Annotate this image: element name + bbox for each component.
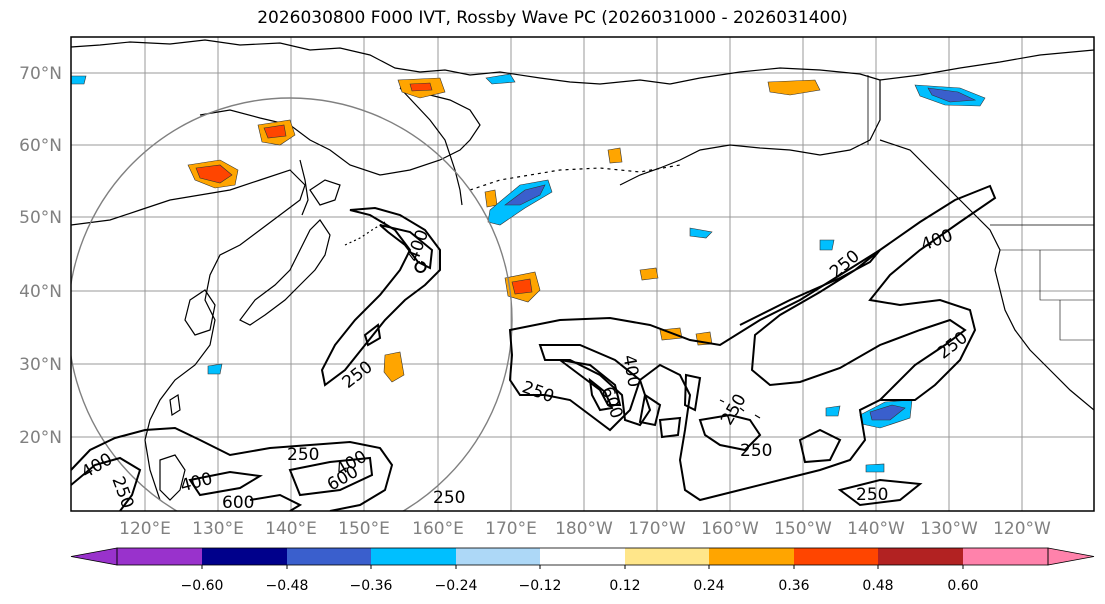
- longitude-label: 160°W: [701, 519, 759, 539]
- colorbar-tick-label: 0.36: [778, 578, 809, 594]
- longitude-label: 130°E: [192, 519, 244, 539]
- longitude-label: 130°W: [920, 519, 978, 539]
- colorbar-tick-label: 0.48: [862, 578, 893, 594]
- colorbar-tick-label: 0.60: [947, 578, 978, 594]
- longitude-label: 120°W: [993, 519, 1051, 539]
- contour-label: 250: [740, 441, 772, 461]
- region-circle: [71, 97, 513, 511]
- colorbar-segment: [117, 548, 202, 565]
- colorbar-segment: [794, 548, 878, 565]
- longitude-labels: 120°E 130°E 140°E 150°E 160°E 170°E 180°W 170°W…: [119, 519, 1051, 539]
- longitude-label: 150°E: [338, 519, 390, 539]
- colorbar-over-arrow: [1047, 547, 1095, 566]
- longitude-label: 170°E: [485, 519, 537, 539]
- latitude-label: 20°N: [19, 428, 62, 448]
- colorbar-segment: [202, 548, 287, 565]
- plot-area: [71, 37, 1094, 511]
- colorbar-segment: [709, 548, 794, 565]
- ivt-contours: [71, 184, 997, 511]
- chart-title: 2026030800 F000 IVT, Rossby Wave PC (202…: [257, 8, 848, 28]
- latitude-label: 60°N: [19, 136, 62, 156]
- contour-label: 250: [287, 445, 319, 465]
- latitude-label: 50°N: [19, 208, 62, 228]
- colorbar-segment: [371, 548, 456, 565]
- contour-label: 600: [222, 493, 254, 513]
- longitude-label: 120°E: [119, 519, 171, 539]
- colorbar-tick-label: −0.12: [519, 578, 562, 594]
- colorbar-tick-label: −0.48: [266, 578, 309, 594]
- longitude-label: 160°E: [412, 519, 464, 539]
- colorbar-segment: [540, 548, 625, 565]
- longitude-label: 180°W: [555, 519, 613, 539]
- colorbar-tick-label: 0.12: [609, 578, 640, 594]
- longitude-label: 140°W: [847, 519, 905, 539]
- colorbar-tick-label: −0.24: [435, 578, 478, 594]
- colorbar-tick-label: −0.36: [350, 578, 393, 594]
- plot-frame: [70, 36, 1095, 512]
- contour-label: 250: [856, 485, 888, 505]
- contour-label: 250: [433, 488, 465, 508]
- latitude-label: 40°N: [19, 282, 62, 302]
- latitude-labels: 70°N 60°N 50°N 40°N 30°N 20°N: [19, 64, 62, 448]
- colorbar-segment: [287, 548, 371, 565]
- colorbar-tick-label: −0.60: [181, 578, 224, 594]
- colorbar-segment: [625, 548, 709, 565]
- colorbar-segment: [878, 548, 963, 565]
- latitude-label: 70°N: [19, 64, 62, 84]
- colorbar-segment: [963, 548, 1048, 565]
- longitude-label: 150°W: [774, 519, 832, 539]
- colorbar-tick-label: 0.24: [693, 578, 724, 594]
- colorbar-segment: [456, 548, 540, 565]
- gridlines: [71, 37, 1094, 511]
- longitude-label: 140°E: [265, 519, 317, 539]
- colorbar-outline: [116, 547, 1049, 566]
- colorbar-under-arrow: [70, 547, 118, 566]
- longitude-label: 170°W: [628, 519, 686, 539]
- latitude-label: 30°N: [19, 355, 62, 375]
- colorbar: −0.60 −0.48 −0.36 −0.24 −0.12 0.12 0.24 0.36 0.4…: [70, 547, 1095, 594]
